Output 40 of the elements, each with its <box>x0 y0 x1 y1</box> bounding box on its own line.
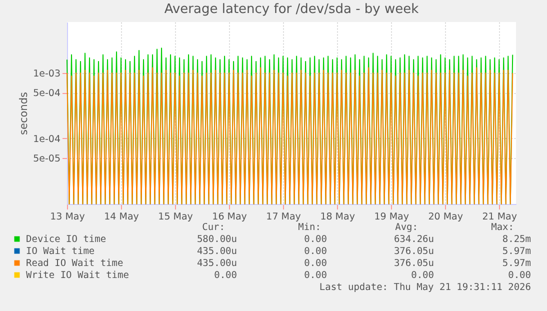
text: 8.25m <box>502 234 532 245</box>
text: 0.00 <box>214 270 238 281</box>
text: 634.26u <box>394 234 434 245</box>
text: Last update: Thu May 21 19:31:11 2026 <box>319 282 532 293</box>
text: Cur: <box>202 222 225 233</box>
x-tick-label: 13 May <box>50 212 86 222</box>
text: 376.05u <box>394 258 434 269</box>
y-tick-label: 1e-03 <box>33 68 60 80</box>
text: 580.00u <box>196 234 237 245</box>
x-tick-label: 17 May <box>266 212 302 222</box>
text: 5.97m <box>502 258 532 269</box>
x-tick-label: 18 May <box>320 212 356 222</box>
text: 376.05u <box>394 246 434 257</box>
x-tick-label: 20 May <box>428 212 464 222</box>
text: 435.00u <box>196 258 237 269</box>
text: 0.00 <box>304 258 328 269</box>
x-tick-label: 16 May <box>212 212 248 222</box>
y-tick-label: 1e-04 <box>33 134 60 145</box>
text: Max: <box>491 222 514 233</box>
x-tick-label: 21 May <box>482 212 518 222</box>
text: Min: <box>298 222 321 233</box>
y-tick-label: 5e-04 <box>33 88 60 100</box>
text: 0.00 <box>411 270 434 281</box>
legend-label: Write IO Wait time <box>26 270 130 281</box>
x-tick-label: 15 May <box>158 212 194 222</box>
text: Avg: <box>395 222 418 233</box>
legend-label: IO Wait time <box>26 246 95 257</box>
text: 5.97m <box>502 246 532 257</box>
y-tick-label: 5e-05 <box>33 154 60 165</box>
text: 0.00 <box>508 270 532 281</box>
legend-label: Read IO Wait time <box>26 258 124 269</box>
x-tick-label: 14 May <box>104 212 140 222</box>
chart-title: Average latency for /dev/sda - by week <box>164 2 420 17</box>
text: 435.00u <box>196 246 237 257</box>
legend-label: Device IO time <box>26 234 106 245</box>
x-tick-label: 19 May <box>374 212 410 222</box>
text: 0.00 <box>304 246 328 257</box>
text: 0.00 <box>304 234 328 245</box>
text: 0.00 <box>304 270 328 281</box>
y-axis-title: seconds <box>18 92 30 135</box>
